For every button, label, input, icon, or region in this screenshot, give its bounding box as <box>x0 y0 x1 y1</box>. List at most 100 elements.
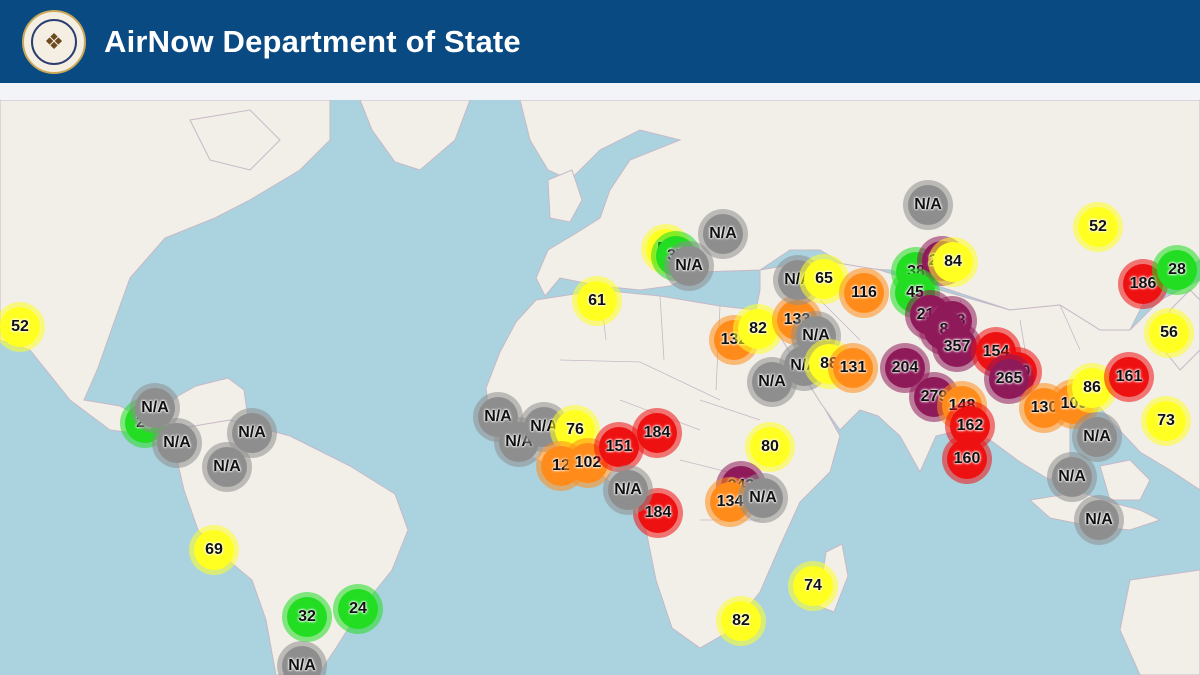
aqi-marker-label: 74 <box>804 577 822 594</box>
aqi-marker-dot <box>1109 357 1149 397</box>
aqi-marker[interactable]: N/A <box>698 209 748 259</box>
aqi-marker-dot <box>338 589 378 629</box>
aqi-marker-dot <box>833 348 873 388</box>
aqi-marker[interactable]: N/A <box>277 641 327 675</box>
aqi-marker-dot <box>1146 401 1186 441</box>
aqi-marker[interactable]: 65 <box>799 254 849 304</box>
aqi-marker[interactable]: 82 <box>733 304 783 354</box>
aqi-marker-label: 28 <box>1168 261 1186 278</box>
aqi-marker-dot <box>157 423 197 463</box>
aqi-marker-label: 357 <box>943 338 971 355</box>
aqi-marker-label: 82 <box>732 612 750 629</box>
aqi-marker-dot <box>703 214 743 254</box>
aqi-marker-dot <box>752 362 792 402</box>
department-of-state-seal-icon[interactable]: ❖ <box>22 9 86 74</box>
aqi-marker[interactable]: 134 <box>705 477 755 527</box>
aqi-marker[interactable]: 116 <box>839 268 889 318</box>
aqi-marker-dot <box>793 566 833 606</box>
aqi-marker[interactable]: 84 <box>928 237 978 287</box>
aqi-marker-dot <box>933 242 973 282</box>
toolbar-strip <box>0 83 1200 100</box>
aqi-marker-label: 69 <box>205 541 223 558</box>
borneo-landmass <box>1099 459 1151 501</box>
aqi-marker-label: 61 <box>588 292 606 309</box>
aqi-marker-label: N/A <box>288 657 316 674</box>
aqi-marker-dot <box>908 185 948 225</box>
aqi-marker-label: 82 <box>749 320 767 337</box>
aqi-marker[interactable]: 61 <box>572 276 622 326</box>
aqi-marker-dot <box>804 259 844 299</box>
aqi-markers-layer: 5228N/AN/AN/AN/A693224N/A615137N/AN/AN/A… <box>0 100 1200 675</box>
aqi-marker[interactable]: 28 <box>1152 245 1200 295</box>
australia-landmass <box>1119 569 1200 675</box>
aqi-marker[interactable]: 32 <box>282 592 332 642</box>
aqi-marker-label: N/A <box>675 257 703 274</box>
aqi-marker-dot <box>1149 313 1189 353</box>
aqi-marker[interactable]: N/A <box>738 473 788 523</box>
aqi-marker-label: 32 <box>298 608 316 625</box>
aqi-marker[interactable]: N/A <box>202 442 252 492</box>
aqi-marker-label: 151 <box>605 438 633 455</box>
aqi-marker-label: 56 <box>1160 324 1178 341</box>
aqi-marker[interactable]: 82 <box>716 596 766 646</box>
eagle-icon: ❖ <box>31 18 77 65</box>
aqi-marker[interactable]: N/A <box>903 180 953 230</box>
page-title: AirNow Department of State <box>104 23 521 59</box>
aqi-marker-dot <box>721 601 761 641</box>
aqi-marker-dot <box>637 413 677 453</box>
aqi-marker[interactable]: 161 <box>1104 352 1154 402</box>
aqi-marker[interactable]: N/A <box>664 241 714 291</box>
aqi-marker-dot <box>194 530 234 570</box>
aqi-marker-label: 184 <box>643 424 671 441</box>
aqi-marker[interactable]: 52 <box>0 302 45 352</box>
aqi-marker-label: 24 <box>349 600 367 617</box>
aqi-marker-label: 76 <box>566 421 584 438</box>
aqi-marker[interactable]: N/A <box>152 418 202 468</box>
aqi-marker-label: N/A <box>1083 428 1111 445</box>
aqi-marker-label: N/A <box>614 481 642 498</box>
aqi-marker-dot <box>989 359 1029 399</box>
aqi-marker-label: N/A <box>163 434 191 451</box>
aqi-marker-label: 102 <box>574 454 602 471</box>
aqi-marker[interactable]: 74 <box>788 561 838 611</box>
aqi-marker-label: 73 <box>1157 412 1175 429</box>
aqi-marker[interactable]: 69 <box>189 525 239 575</box>
aqi-marker[interactable]: 86 <box>1067 363 1117 413</box>
aqi-marker[interactable]: 131 <box>828 343 878 393</box>
aqi-marker-dot <box>1079 500 1119 540</box>
aqi-marker-label: N/A <box>758 373 786 390</box>
aqi-marker[interactable]: 184 <box>632 408 682 458</box>
arctic-island <box>189 109 281 171</box>
aqi-marker[interactable]: 160 <box>942 434 992 484</box>
aqi-marker[interactable]: N/A <box>1047 452 1097 502</box>
aqi-marker-dot <box>0 307 40 347</box>
aqi-marker-label: 162 <box>956 417 984 434</box>
aqi-marker-label: N/A <box>749 489 777 506</box>
aqi-marker-dot <box>207 447 247 487</box>
aqi-marker-label: 134 <box>716 493 744 510</box>
aqi-marker-label: 52 <box>11 318 29 335</box>
aqi-marker-dot <box>750 427 790 467</box>
aqi-marker[interactable]: 56 <box>1144 308 1194 358</box>
aqi-marker-label: 116 <box>851 284 877 301</box>
britain-landmass <box>547 169 583 223</box>
aqi-marker[interactable]: N/A <box>603 465 653 515</box>
aqi-marker[interactable]: 24 <box>333 584 383 634</box>
aqi-marker-label: 131 <box>839 359 867 376</box>
aqi-marker-label: 265 <box>995 370 1023 387</box>
aqi-marker[interactable]: N/A <box>1074 495 1124 545</box>
aqi-marker-dot <box>1078 207 1118 247</box>
aqi-marker[interactable]: 265 <box>984 354 1034 404</box>
aqi-marker-label: 204 <box>891 359 919 376</box>
aqi-marker-label: 161 <box>1115 368 1143 385</box>
aqi-marker-dot <box>738 309 778 349</box>
aqi-marker-label: 52 <box>1089 218 1107 235</box>
aqi-marker-dot <box>608 470 648 510</box>
aqi-marker[interactable]: N/A <box>747 357 797 407</box>
aqi-marker-label: 84 <box>944 253 962 270</box>
aqi-marker[interactable]: 73 <box>1141 396 1191 446</box>
world-map[interactable]: 5228N/AN/AN/AN/A693224N/A615137N/AN/AN/A… <box>0 100 1200 675</box>
greenland-landmass <box>359 100 471 171</box>
aqi-marker[interactable]: 52 <box>1073 202 1123 252</box>
aqi-marker-dot <box>577 281 617 321</box>
